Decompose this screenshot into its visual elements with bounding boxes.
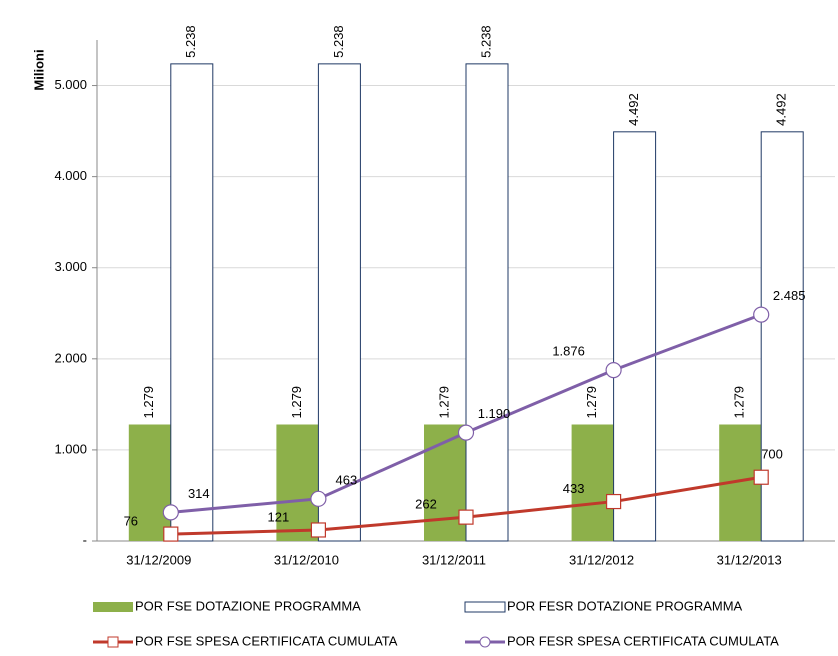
point-value-label: 1.876 (552, 344, 585, 359)
legend-swatch (93, 602, 133, 612)
bar-value-label: 5.238 (331, 25, 346, 58)
marker (753, 469, 769, 485)
y-tick-label: 4.000 (54, 168, 87, 183)
point-value-label: 2.485 (773, 288, 806, 303)
bar-value-label: 4.492 (774, 93, 789, 126)
legend-marker (107, 636, 119, 648)
marker (162, 504, 179, 521)
x-tick-label: 31/12/2009 (126, 552, 191, 567)
y-tick-label: 5.000 (54, 77, 87, 92)
y-axis-label: Milioni (31, 49, 46, 90)
x-tick-label: 31/12/2013 (717, 552, 782, 567)
legend-marker (479, 636, 491, 648)
bar (613, 131, 657, 542)
marker (163, 526, 179, 542)
bar-value-label: 5.238 (183, 25, 198, 58)
bar-value-label: 1.279 (732, 386, 747, 419)
marker (310, 490, 327, 507)
bar-value-label: 1.279 (436, 386, 451, 419)
bar (276, 424, 319, 541)
y-tick-label: 3.000 (54, 259, 87, 274)
bar (170, 63, 214, 542)
marker (605, 362, 622, 379)
bar-value-label: 1.279 (584, 386, 599, 419)
y-tick-label: 2.000 (54, 350, 87, 365)
x-tick-label: 31/12/2011 (422, 552, 486, 567)
point-value-label: 121 (268, 509, 290, 524)
legend-label: POR FSE DOTAZIONE PROGRAMMA (135, 598, 361, 613)
bar-value-label: 4.492 (626, 93, 641, 126)
x-tick-label: 31/12/2010 (274, 552, 339, 567)
bar-value-label: 5.238 (478, 25, 493, 58)
point-value-label: 76 (124, 514, 138, 529)
point-value-label: 262 (415, 497, 437, 512)
marker (753, 306, 770, 323)
legend-label: POR FESR DOTAZIONE PROGRAMMA (507, 598, 743, 613)
legend-label: POR FSE SPESA CERTIFICATA CUMULATA (135, 633, 398, 648)
bar (128, 424, 171, 541)
marker (457, 424, 475, 441)
bar-value-label: 1.279 (289, 386, 304, 419)
marker (605, 493, 622, 510)
point-value-label: 1.190 (478, 406, 511, 421)
point-value-label: 463 (336, 472, 358, 487)
bar (465, 63, 509, 542)
point-value-label: 314 (188, 486, 210, 501)
bar-value-label: 1.279 (141, 386, 156, 419)
point-value-label: 433 (563, 481, 585, 496)
legend-swatch (464, 601, 506, 613)
point-value-label: 700 (761, 447, 783, 462)
marker (310, 522, 326, 538)
y-tick-label: - (83, 532, 87, 547)
marker (458, 509, 474, 525)
bar (317, 63, 361, 542)
legend-label: POR FESR SPESA CERTIFICATA CUMULATA (507, 633, 779, 648)
y-tick-label: 1.000 (54, 441, 87, 456)
x-tick-label: 31/12/2012 (569, 552, 634, 567)
bar (571, 424, 614, 541)
